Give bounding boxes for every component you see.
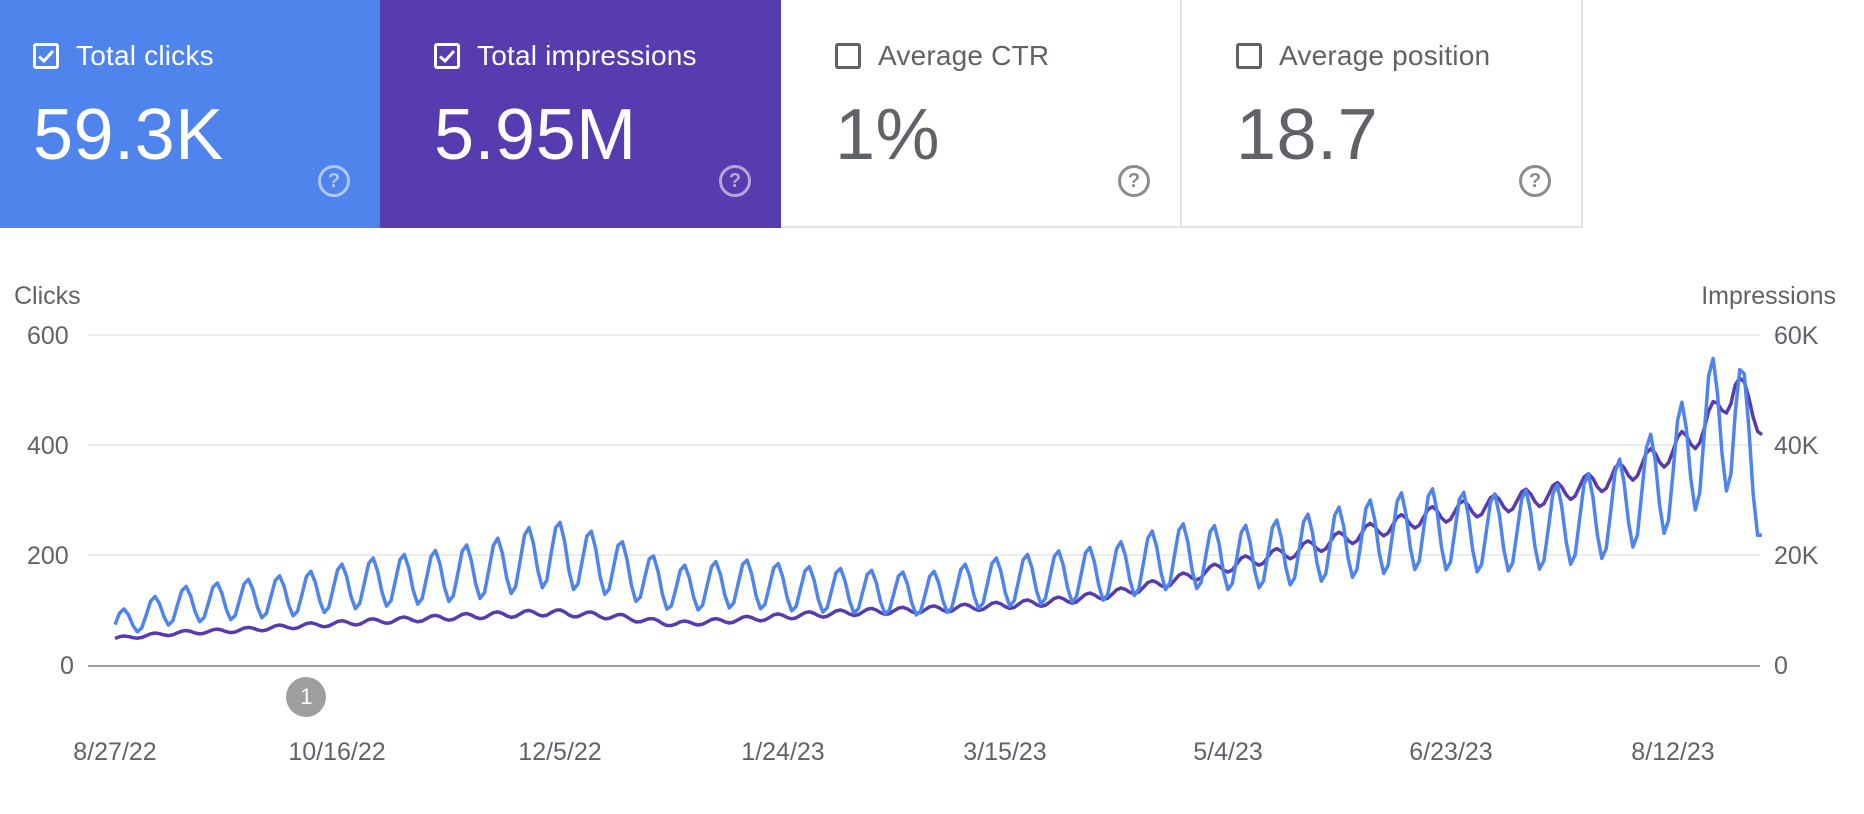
left-axis-title: Clicks (14, 282, 81, 310)
help-icon[interactable]: ? (719, 165, 751, 197)
check-icon (438, 49, 456, 64)
average-ctr-checkbox[interactable] (835, 43, 861, 69)
x-tick: 8/12/23 (1631, 738, 1715, 766)
x-tick: 6/23/23 (1409, 738, 1493, 766)
x-tick: 8/27/22 (73, 738, 157, 766)
x-tick: 12/5/22 (518, 738, 602, 766)
average-ctr-card[interactable]: Average CTR 1% ? (781, 0, 1182, 228)
average-ctr-header: Average CTR (835, 40, 1049, 72)
total-clicks-label: Total clicks (76, 40, 214, 71)
total-clicks-card[interactable]: Total clicks 59.3K ? (0, 0, 380, 228)
total-impressions-value: 5.95M (434, 95, 637, 175)
average-ctr-label: Average CTR (878, 40, 1050, 71)
metric-cards: Total clicks 59.3K ? Total impressions 5… (0, 0, 1583, 228)
x-tick: 1/24/23 (741, 738, 825, 766)
total-impressions-card[interactable]: Total impressions 5.95M ? (380, 0, 781, 228)
right-tick: 0 (1774, 652, 1788, 680)
left-tick: 400 (27, 432, 69, 460)
check-icon (37, 49, 55, 64)
help-icon[interactable]: ? (1519, 165, 1551, 197)
help-icon[interactable]: ? (318, 165, 350, 197)
x-tick: 3/15/23 (963, 738, 1047, 766)
left-tick: 600 (27, 322, 69, 350)
average-position-checkbox[interactable] (1236, 43, 1262, 69)
x-tick: 10/16/22 (288, 738, 386, 766)
left-tick: 0 (60, 652, 74, 680)
total-clicks-checkbox[interactable] (33, 43, 59, 69)
right-tick: 60K (1774, 322, 1819, 350)
right-axis-title: Impressions (1701, 282, 1836, 310)
average-position-label: Average position (1279, 40, 1491, 71)
average-ctr-value: 1% (835, 95, 941, 175)
total-impressions-checkbox[interactable] (434, 43, 460, 69)
total-impressions-header: Total impressions (434, 40, 697, 72)
total-clicks-value: 59.3K (33, 95, 224, 175)
total-clicks-header: Total clicks (33, 40, 214, 72)
impressions-series-line (114, 376, 1764, 641)
total-impressions-label: Total impressions (477, 40, 697, 71)
average-position-header: Average position (1236, 40, 1490, 72)
average-position-value: 18.7 (1236, 95, 1379, 175)
right-tick: 20K (1774, 542, 1819, 570)
x-tick: 5/4/23 (1193, 738, 1263, 766)
right-tick: 40K (1774, 432, 1819, 460)
average-position-card[interactable]: Average position 18.7 ? (1182, 0, 1583, 228)
annotation-marker[interactable]: 1 (286, 677, 327, 717)
help-icon[interactable]: ? (1118, 165, 1150, 197)
clicks-series-line (113, 356, 1763, 634)
left-tick: 200 (27, 542, 69, 570)
